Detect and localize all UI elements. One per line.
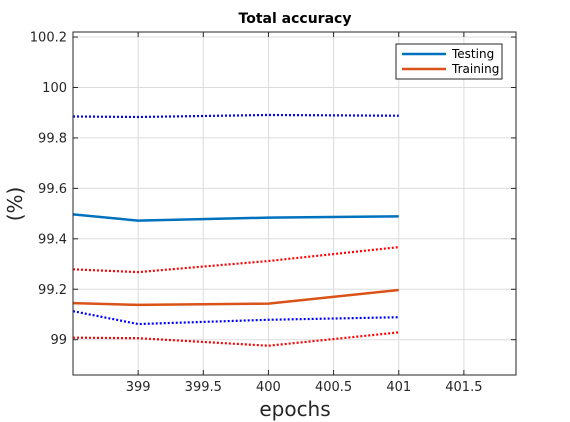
- bound-series-line-4: [72, 246, 399, 274]
- y-tick-label: 99: [50, 333, 67, 348]
- axis-ticks: 399 399.5 400 400.5 401 401.5 99 99.2 99.4 99.6 99…: [30, 31, 516, 395]
- plot-area-frame: [72, 31, 517, 376]
- x-tick-label: 401: [386, 380, 411, 395]
- y-tick-label: 100.2: [30, 31, 67, 46]
- x-tick-label: 401.5: [445, 380, 482, 395]
- bound-series-line-2: [72, 113, 399, 119]
- series-group: [72, 113, 399, 347]
- y-tick-label: 99.2: [38, 283, 67, 298]
- legend-label-testing: Testing: [451, 47, 494, 61]
- testing-series-line: [72, 213, 399, 222]
- bound-series-line-5: [72, 331, 399, 347]
- legend-box: [395, 43, 503, 80]
- x-tick-label: 399.5: [185, 380, 222, 395]
- x-tick-label: 400: [256, 380, 281, 395]
- chart-title: Total accuracy: [239, 11, 352, 27]
- y-tick-label: 99.4: [38, 232, 67, 247]
- grid: [73, 32, 516, 375]
- x-tick-label: 399: [126, 380, 151, 395]
- y-tick-label: 99.6: [38, 182, 67, 197]
- y-tick-label: 100: [42, 81, 67, 96]
- training-series-line: [72, 288, 399, 307]
- legend: Testing Training: [395, 43, 503, 80]
- y-axis-label: (%): [3, 187, 27, 222]
- x-tick-label: 400.5: [315, 380, 352, 395]
- bound-series-line-3: [72, 310, 399, 326]
- x-axis-label: epochs: [259, 397, 330, 421]
- y-tick-label: 99.8: [38, 131, 67, 146]
- legend-label-training: Training: [451, 62, 499, 76]
